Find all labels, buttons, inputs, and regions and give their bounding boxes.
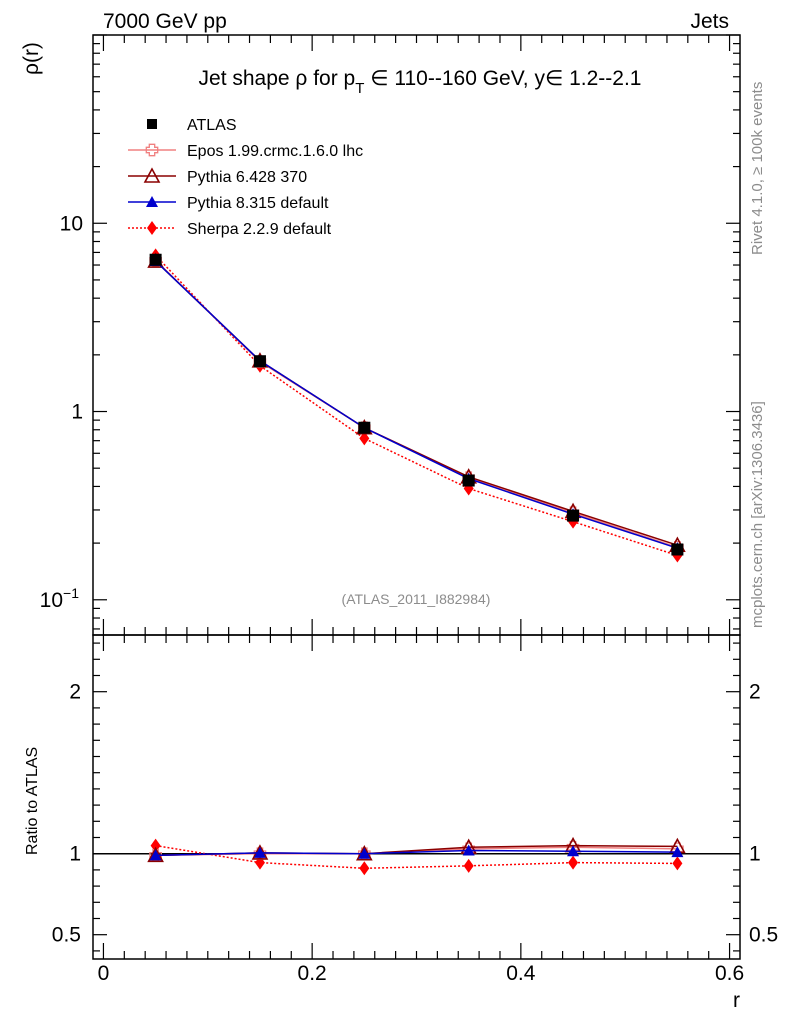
data-point-atlas [253,355,266,368]
ratio-point-sherpa-2-2-9-default [359,861,370,876]
y-tick-label-exponent: −1 [63,585,79,601]
x-tick-label: 0.4 [506,962,536,985]
data-point-atlas [567,509,580,522]
y-tick-label: 10−1 [40,585,80,612]
ratio-line-pythia-8-315-default [155,849,678,857]
legend-label-pythia-6-428-370: Pythia 6.428 370 [187,169,307,186]
series-line-sherpa-2-2-9-default [155,254,678,557]
ratio-axis-ticks: 0 0.2 0.4 0.6 2 2 1 1 0.5 0.5 [52,642,778,985]
data-point-atlas [671,543,684,556]
ratio-point-pythia-8-315-default [149,849,162,861]
rivet-version-label: Rivet 4.1.0, ≥ 100k events [749,82,766,255]
ratio-y-tick-label-right: 0.5 [749,924,778,947]
main-series-group [147,248,686,563]
ratio-point-pythia-8-315-default [462,844,475,856]
x-axis-label: r [733,989,740,1012]
ratio-y-tick-label-right: 2 [749,681,761,704]
series-line-pythia-8-315-default [155,260,678,549]
chart-title-pre: Jet shape ρ for p [199,67,356,90]
mcplots-url-label: mcplots.cern.ch [arXiv:1306.3436] [749,401,766,628]
legend-marker-epos-1-99-crmc-1-6-0-lhc [145,143,159,157]
y-tick-label: 1 [71,401,83,424]
ratio-y-tick-label: 2 [69,681,81,704]
legend-label-sherpa-2-2-9-default: Sherpa 2.2.9 default [187,221,332,238]
chart-title: Jet shape ρ for pT ∈ 110--160 GeV, y∈ 1.… [199,67,642,97]
ratio-point-pythia-8-315-default [358,847,371,859]
series-line-pythia-6-428-370 [155,260,678,546]
ratio-series-group [147,836,686,876]
ratio-point-sherpa-2-2-9-default [463,858,474,873]
ratio-y-tick-label: 0.5 [52,924,81,947]
legend-label-epos-1-99-crmc-1-6-0-lhc: Epos 1.99.crmc.1.6.0 lhc [187,143,363,160]
ratio-line-sherpa-2-2-9-default [155,844,678,870]
legend: ATLAS Epos 1.99.crmc.1.6.0 lhc Pythia 6.42… [128,117,363,238]
x-tick-label: 0.2 [298,962,327,985]
legend-label-pythia-8-315-default: Pythia 8.315 default [187,195,329,212]
ratio-y-tick-label: 1 [69,843,81,866]
legend-marker-pythia-6-428-370 [143,167,161,183]
ratio-point-pythia-8-315-default [671,846,684,858]
ratio-point-pythia-8-315-default [567,845,580,857]
ratio-point-sherpa-2-2-9-default [672,856,683,871]
header-energy-label: 7000 GeV pp [103,10,227,33]
ratio-y-tick-label-right: 1 [749,843,761,866]
ratio-y-axis-label: Ratio to ATLAS [24,747,41,855]
ratio-point-sherpa-2-2-9-default [568,855,579,870]
chart-title-sub: T [355,80,364,97]
header-process-label: Jets [690,10,729,33]
legend-marker-sherpa-2-2-9-default [147,221,157,235]
legend-label-atlas: ATLAS [187,117,237,134]
legend-marker-atlas [147,119,157,129]
series-line-epos-1-99-crmc-1-6-0-lhc [155,259,678,549]
data-point-atlas [149,253,162,266]
x-tick-label: 0.6 [715,962,744,985]
ratio-point-pythia-8-315-default [253,846,266,858]
data-point-atlas [462,474,475,487]
analysis-label: (ATLAS_2011_I882984) [342,591,491,607]
y-axis-label: ρ(r) [20,42,43,75]
y-tick-label-base: 10 [40,589,63,612]
data-point-sherpa-2-2-9-default [359,431,370,446]
x-tick-label: 0 [98,962,110,985]
chart-title-post: ∈ 110--160 GeV, y∈ 1.2--2.1 [364,67,641,90]
legend-marker-pythia-8-315-default [146,196,158,207]
y-tick-label: 10 [60,212,83,235]
data-point-atlas [358,421,371,434]
ratio-panel-frame [92,634,741,960]
